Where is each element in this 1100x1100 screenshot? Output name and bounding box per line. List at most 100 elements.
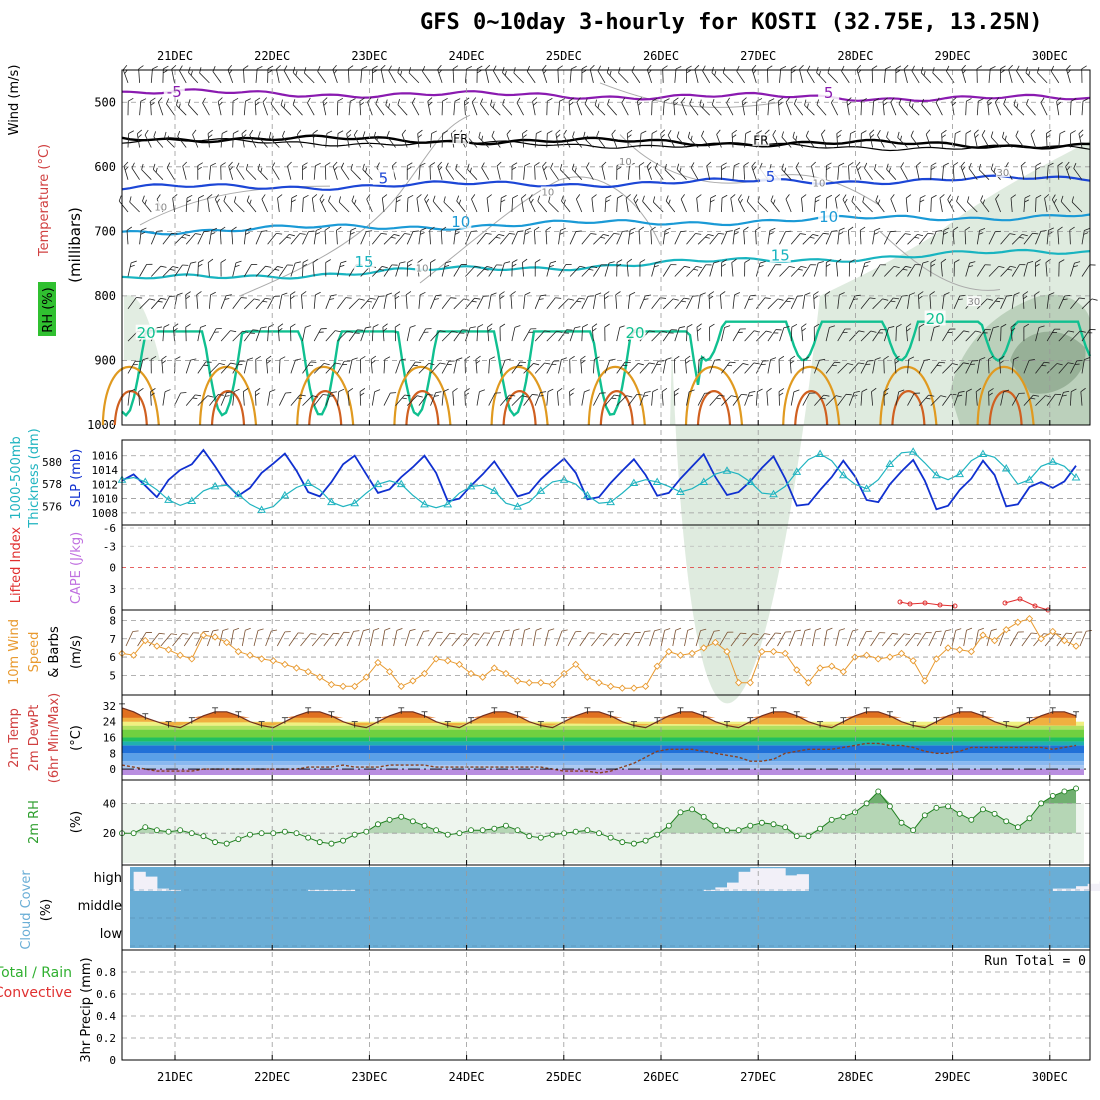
wind10-barb — [1021, 632, 1038, 647]
barb-staff — [369, 630, 374, 647]
wind-barb — [351, 195, 362, 213]
barb-flag — [1000, 65, 1006, 70]
barb-staff — [371, 233, 382, 245]
cloud-high-bar — [727, 882, 740, 891]
barb-flag — [203, 230, 210, 233]
barb-staff — [395, 263, 401, 277]
barb-staff — [223, 200, 234, 213]
barb-flag — [557, 65, 563, 70]
barb-flag — [878, 332, 883, 334]
barb-staff — [999, 359, 1001, 374]
wind10-marker — [967, 647, 975, 656]
barb-flag — [755, 226, 761, 231]
barb-staff — [825, 327, 830, 342]
wind10-marker — [339, 682, 347, 690]
wind-barb — [711, 98, 722, 116]
wind-barb — [1058, 259, 1065, 277]
barb-staff — [220, 362, 231, 374]
wind-barb — [1011, 264, 1026, 277]
barb-flag — [893, 297, 900, 300]
barb-flag — [382, 327, 388, 332]
barb-staff — [580, 359, 583, 374]
barb-flag — [925, 129, 931, 135]
barb-staff — [731, 262, 734, 277]
barb-staff — [231, 230, 234, 245]
wind-barb — [453, 264, 467, 277]
wind-barb — [988, 355, 994, 374]
wind-barb — [267, 232, 283, 245]
barb-flag — [716, 397, 722, 400]
barb-staff — [243, 230, 247, 245]
barb-staff — [1023, 262, 1028, 277]
barb-flag — [760, 363, 766, 365]
wind-barb — [848, 130, 856, 148]
contour-label-bg — [760, 168, 782, 184]
barb-flag — [683, 297, 690, 300]
wind-barb — [1008, 64, 1013, 84]
rh2m-marker — [700, 813, 707, 820]
rh2m-marker — [479, 827, 486, 834]
wind10-marker — [362, 673, 370, 681]
thickness-marker — [373, 479, 383, 488]
wind-barb — [162, 65, 169, 83]
barb-staff — [874, 169, 885, 180]
barb-flag — [679, 326, 686, 329]
barb-staff — [790, 327, 793, 342]
wind10-marker — [234, 647, 242, 656]
barb-staff — [241, 133, 245, 148]
barb-flag — [585, 135, 588, 141]
barb-staff — [338, 201, 350, 213]
barb-flag — [738, 331, 743, 333]
barb-flag — [247, 357, 254, 361]
barb-staff — [909, 105, 920, 116]
barb-flag — [731, 395, 738, 398]
barb-staff — [348, 101, 351, 116]
barb-flag — [411, 97, 416, 104]
barb-flag — [419, 291, 426, 296]
barb-staff — [952, 165, 955, 180]
barb-flag — [442, 130, 448, 134]
barb-flag — [464, 102, 469, 106]
barb-flag — [894, 360, 900, 364]
barb-flag — [1053, 198, 1057, 204]
barb-flag — [627, 129, 633, 134]
barb-staff — [905, 198, 908, 213]
barb-flag — [999, 355, 1005, 360]
wind-barb — [907, 264, 921, 277]
wind-barb — [814, 232, 829, 245]
wind-barb — [1026, 98, 1036, 116]
barb-flag — [617, 194, 623, 199]
page-title: GFS 0~10day 3-hourly for KOSTI (32.75E, … — [420, 10, 1043, 35]
barb-flag — [466, 66, 472, 70]
wind-barb — [1035, 325, 1045, 342]
barb-staff — [930, 395, 941, 406]
barb-staff — [719, 631, 728, 647]
barb-flag — [544, 362, 551, 365]
thickness-marker — [396, 479, 406, 488]
barb-staff — [696, 327, 699, 342]
barb-staff — [918, 394, 929, 406]
barb-staff — [1034, 294, 1036, 309]
wind-barb — [283, 65, 292, 84]
wind-barb — [437, 64, 443, 84]
wind10-barb — [335, 631, 350, 647]
wind-barb — [127, 360, 141, 374]
wind-barb — [385, 99, 396, 116]
wind-barb — [814, 195, 821, 213]
wind10-marker — [653, 662, 661, 670]
barb-staff — [510, 294, 513, 309]
barb-staff — [148, 633, 160, 647]
barb-flag — [167, 135, 169, 141]
barb-flag — [417, 258, 423, 263]
wind-barb — [918, 291, 924, 309]
barb-flag — [409, 628, 416, 632]
thickness-marker — [164, 495, 173, 503]
wind-barb — [569, 355, 575, 374]
wind-barb — [164, 131, 175, 148]
barb-flag — [625, 194, 631, 199]
barb-flag — [575, 230, 582, 232]
wind-barb — [478, 131, 489, 148]
barb-staff — [1011, 234, 1023, 245]
wind10-barb — [835, 628, 845, 647]
rh2m-marker — [630, 840, 637, 847]
